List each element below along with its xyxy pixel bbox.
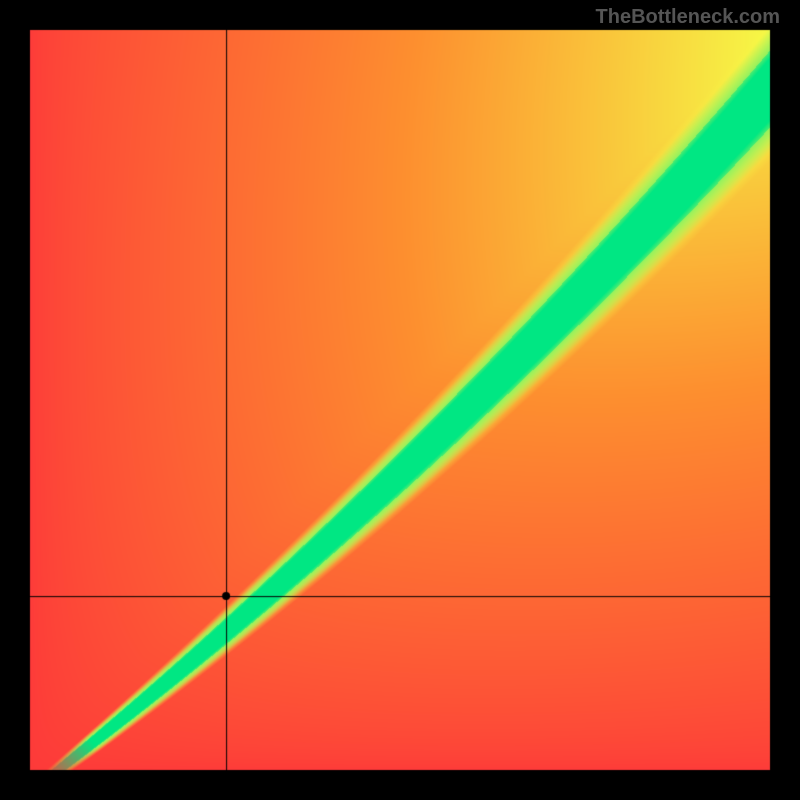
heatmap-canvas [0, 0, 800, 800]
watermark-text: TheBottleneck.com [596, 6, 780, 29]
chart-container: TheBottleneck.com [0, 0, 800, 800]
